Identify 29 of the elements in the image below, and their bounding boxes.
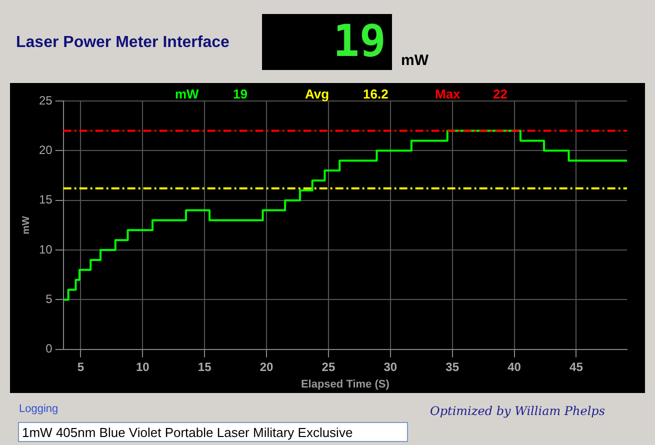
x-tick-label: 30 [384,360,398,374]
x-tick-label: 40 [508,360,522,374]
text: Optimized by William Phelps [430,404,605,418]
x-tick-label: 10 [136,360,150,374]
ref-line-label: Avg [305,86,330,102]
y-axis-title: mW [20,215,32,234]
x-tick-label: 35 [446,360,460,374]
y-tick-label: 25 [38,93,53,108]
text: 1mW 405nm Blue Violet Portable Laser Military Exclusive [18,422,408,442]
text: 19 [262,14,392,70]
y-tick-label: 20 [38,142,53,157]
x-tick-label: 15 [198,360,212,374]
y-tick-label: 5 [46,292,53,306]
y-tick-label: 15 [38,192,53,207]
y-tick-label: 0 [46,342,53,356]
x-axis-title: Elapsed Time (S) [300,378,390,390]
x-tick-label: 25 [322,360,336,374]
text: Logging [19,403,58,415]
y-tick-label: 10 [38,242,53,256]
x-tick-label: 5 [77,360,84,374]
annotation: 16.2 [363,86,388,102]
text: mW [175,86,200,102]
x-tick-label: 45 [570,360,584,374]
text: mW [401,52,428,69]
x-tick-label: 20 [260,360,274,374]
annotation: 19 [233,86,248,102]
chart-title: Laser Power Meter Interface [16,34,230,52]
annotation: 22 [493,86,508,102]
ref-line-label: Max [435,86,462,102]
